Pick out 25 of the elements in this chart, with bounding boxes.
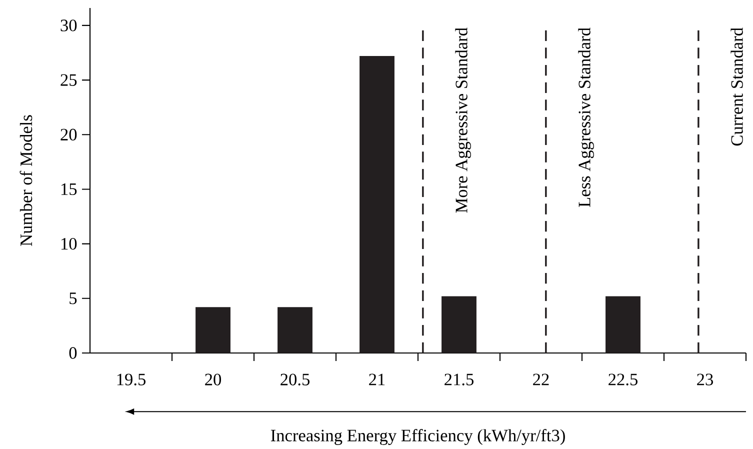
bar xyxy=(360,56,394,353)
x-tick-label: 22 xyxy=(533,374,549,386)
y-tick-label: 30 xyxy=(60,20,77,32)
y-tick-label: 10 xyxy=(61,238,77,250)
x-axis-title: Increasing Energy Efficiency (kWh/yr/ft3) xyxy=(270,429,565,445)
y-tick-label: 25 xyxy=(60,74,77,86)
bar xyxy=(278,307,312,353)
bar xyxy=(442,296,476,353)
y-axis-title: Number of Models xyxy=(20,115,32,246)
x-tick-label: 20.5 xyxy=(280,374,310,386)
x-tick-label: 21 xyxy=(369,374,385,386)
x-tick-label: 21.5 xyxy=(444,374,474,386)
bar xyxy=(606,296,640,353)
ref-line-label: More Aggressive Standard xyxy=(455,28,471,213)
ref-line-label: Less Aggressive Standard xyxy=(578,28,594,207)
ref-line-label: Current Standard xyxy=(730,28,743,146)
x-tick-label: 22.5 xyxy=(608,374,638,386)
x-tick-label: 23 xyxy=(697,374,713,386)
y-tick-label: 0 xyxy=(69,347,77,359)
y-tick-label: 20 xyxy=(60,128,77,140)
x-tick-label: 20 xyxy=(205,374,222,386)
y-tick-label: 15 xyxy=(61,183,77,196)
y-tick-label: 5 xyxy=(70,292,77,304)
x-tick-label: 19.5 xyxy=(117,374,146,386)
bar xyxy=(196,307,230,353)
